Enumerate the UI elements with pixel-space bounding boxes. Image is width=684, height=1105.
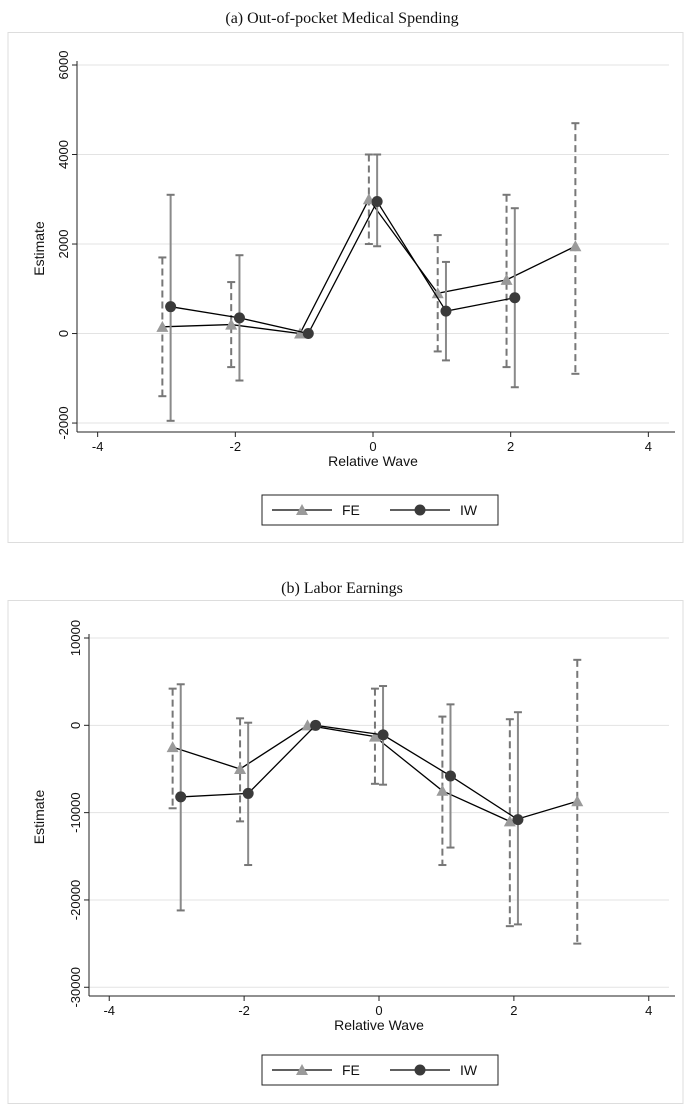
chart-a-ylabel: Estimate — [31, 221, 47, 276]
chart-b-iw-point-0 — [175, 791, 187, 803]
chart-a-fe-point-6 — [569, 240, 582, 252]
chart-a-legend-fe-marker — [296, 504, 308, 515]
chart-a-fe-line — [162, 198, 576, 335]
chart-a: -2000 0 2000 4000 6000 -4 -2 0 2 4 Relative Wave Es… — [7, 32, 684, 543]
chart-b-iw-line — [180, 724, 519, 821]
chart-b-ytick-label-0: -30000 — [68, 967, 83, 1007]
chart-a-outer-frame — [7, 32, 684, 543]
chart-b-legend-fe-marker — [296, 1064, 308, 1075]
chart-a-fe-point-0 — [156, 320, 169, 332]
chart-b-xtick-label-2: 0 — [375, 1003, 382, 1018]
chart-b-xlabel: Relative Wave — [334, 1017, 424, 1033]
chart-a-ytick-label-0: -2000 — [56, 406, 71, 439]
chart-b-iw-point-2 — [310, 719, 322, 731]
chart-a-xtick-label-2: 0 — [369, 439, 376, 454]
chart-b-fe-point-4 — [436, 784, 449, 796]
chart-a-fe-point-2 — [294, 327, 307, 339]
chart-b-ytick-label-3: 0 — [68, 722, 83, 729]
chart-b-outer-frame — [7, 600, 684, 1104]
chart-b-fe-point-0 — [166, 741, 179, 753]
chart-a-iw-line — [170, 200, 515, 335]
chart-b-ylabel: Estimate — [31, 790, 47, 845]
chart-b-xtick-label-4: 4 — [645, 1003, 652, 1018]
chart-a-legend-iw-label: IW — [460, 502, 478, 518]
chart-a-xlabel: Relative Wave — [328, 453, 418, 469]
chart-a-iw-point-2 — [302, 328, 314, 340]
chart-a-legend-fe-label: FE — [342, 502, 360, 518]
chart-a-ytick-label-4: 6000 — [56, 51, 71, 80]
chart-b-fe-point-3 — [368, 730, 381, 742]
chart-a-iw-point-4 — [440, 305, 452, 317]
chart-a-title: (a) Out-of-pocket Medical Spending — [225, 10, 459, 27]
chart-a-iw-point-1 — [233, 312, 245, 324]
chart-b-title: (b) Labor Earnings — [281, 580, 403, 597]
chart-b-fe-point-5 — [503, 815, 516, 827]
chart-b-fe-point-1 — [234, 762, 247, 774]
chart-b-fe-point-6 — [571, 795, 584, 807]
chart-a-ytick-label-2: 2000 — [56, 230, 71, 259]
chart-b-legend-fe-label: FE — [342, 1062, 360, 1078]
chart-b: -30000 -20000 -10000 0 10000 -4 -2 0 2 4 Relative … — [7, 600, 684, 1104]
chart-a-xtick-label-1: -2 — [230, 439, 242, 454]
chart-b-xtick-label-0: -4 — [103, 1003, 115, 1018]
chart-a-iw-point-0 — [165, 301, 177, 313]
chart-b-xtick-label-3: 2 — [510, 1003, 517, 1018]
chart-b-iw-point-1 — [242, 787, 254, 799]
chart-a-xtick-label-0: -4 — [92, 439, 104, 454]
chart-b-legend-iw-label: IW — [460, 1062, 478, 1078]
chart-a-ytick-label-1: 0 — [56, 330, 71, 337]
chart-b-iw-point-4 — [444, 770, 456, 782]
chart-a-iw-point-3 — [371, 196, 383, 208]
chart-a-ytick-label-3: 4000 — [56, 140, 71, 169]
chart-a-fe-point-5 — [500, 273, 513, 285]
chart-b-ytick-label-4: 10000 — [68, 620, 83, 656]
chart-b-iw-point-3 — [377, 729, 389, 741]
chart-b-legend-iw-marker — [414, 1064, 426, 1076]
chart-a-legend-iw-marker — [414, 504, 426, 516]
chart-a-fe-point-4 — [431, 287, 444, 299]
chart-b-xtick-label-1: -2 — [238, 1003, 250, 1018]
chart-a-fe-point-1 — [225, 318, 238, 330]
chart-b-fe-point-2 — [301, 719, 314, 731]
chart-b-ytick-label-1: -20000 — [68, 880, 83, 920]
chart-b-iw-point-5 — [512, 814, 524, 826]
chart-a-xtick-label-4: 4 — [645, 439, 652, 454]
chart-a-iw-point-5 — [509, 292, 521, 304]
chart-a-xtick-label-3: 2 — [507, 439, 514, 454]
chart-b-ytick-label-2: -10000 — [68, 792, 83, 832]
